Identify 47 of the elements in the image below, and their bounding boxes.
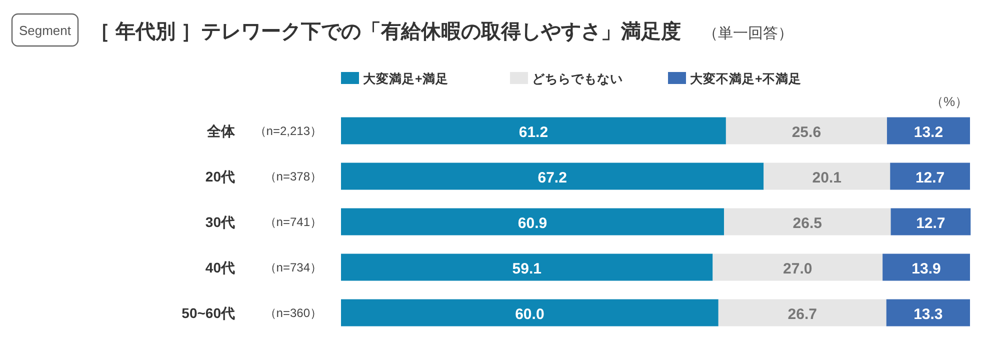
bar <box>890 208 971 236</box>
y2-tick-label: （n=734） <box>264 260 322 274</box>
data-label: 26.5 <box>792 214 822 232</box>
legend-label: 大変不満足+不満足 <box>690 71 802 86</box>
chart-title: ［ 年代別 ］テレワーク下での「有給休暇の取得しやすさ」満足度 <box>90 20 682 43</box>
y-tick-label: 全体 <box>206 122 236 139</box>
data-label: 60.0 <box>515 306 544 323</box>
data-label: 67.2 <box>538 169 567 186</box>
bar <box>724 208 891 236</box>
data-label: 60.9 <box>518 214 548 232</box>
bar <box>886 117 970 144</box>
data-label: 27.0 <box>783 260 812 278</box>
data-label: 59.1 <box>512 260 542 278</box>
bar <box>341 208 724 236</box>
y2-tick-label: （n=2,213） <box>254 124 322 138</box>
y2-tick-label: （n=360） <box>264 306 322 320</box>
y-tick-label: 40代 <box>205 259 235 276</box>
data-label: 12.7 <box>916 214 946 232</box>
legend-label: 大変満足+満足 <box>363 71 448 86</box>
data-label: 61.2 <box>518 124 548 141</box>
bar <box>341 299 718 326</box>
bar <box>341 162 764 190</box>
bar <box>886 299 970 326</box>
y-tick-label: 50~60代 <box>182 304 235 321</box>
data-label: 13.2 <box>914 124 944 141</box>
badge: Segment <box>11 13 79 47</box>
bar <box>718 299 886 326</box>
chart-subtitle: （単一回答） <box>703 25 794 42</box>
bar <box>341 117 726 144</box>
legend-label: どちらでもない <box>532 72 623 86</box>
data-label: 12.7 <box>915 169 945 186</box>
data-label: 20.1 <box>812 169 842 186</box>
y2-tick-label: （n=378） <box>264 169 322 184</box>
bar <box>890 162 970 190</box>
bar <box>712 254 883 281</box>
data-label: 13.9 <box>912 260 941 278</box>
bar <box>764 162 890 190</box>
y-tick-label: 30代 <box>205 214 235 230</box>
data-label: 26.7 <box>788 306 817 323</box>
bar <box>882 254 970 281</box>
annotation: （%） <box>930 94 968 109</box>
y2-tick-label: （n=741） <box>264 214 322 229</box>
bar <box>341 254 713 281</box>
bar <box>726 117 887 144</box>
y-tick-label: 20代 <box>205 168 235 184</box>
data-label: 13.3 <box>914 306 943 323</box>
data-label: 25.6 <box>792 124 822 141</box>
